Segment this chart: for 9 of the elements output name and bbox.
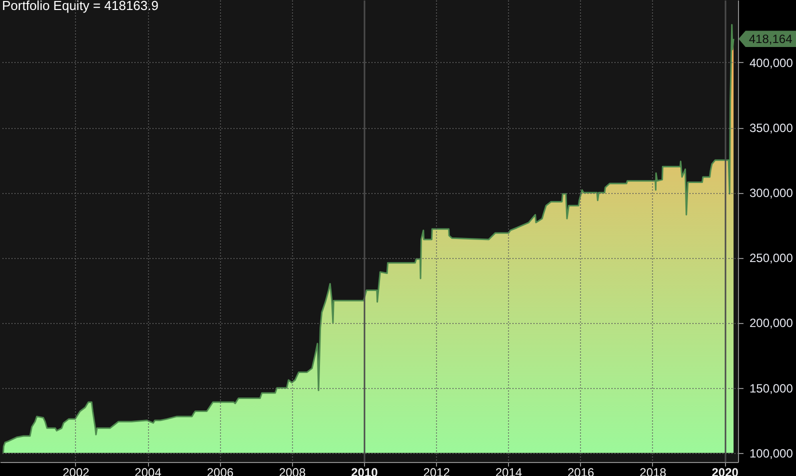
y-tick-label: 250,000 (750, 251, 794, 266)
annotation: 418,164 (748, 32, 793, 46)
y-tick-label: 200,000 (750, 316, 794, 330)
y-tick-label: 400,000 (750, 56, 794, 70)
y-tick-label: 100,000 (750, 446, 794, 460)
y-tick-label: 350,000 (750, 121, 794, 136)
chart-title: Portfolio Equity = 418163.9 (2, 0, 158, 13)
y-tick-label: 300,000 (750, 186, 794, 200)
y-tick-label: 150,000 (750, 381, 794, 396)
